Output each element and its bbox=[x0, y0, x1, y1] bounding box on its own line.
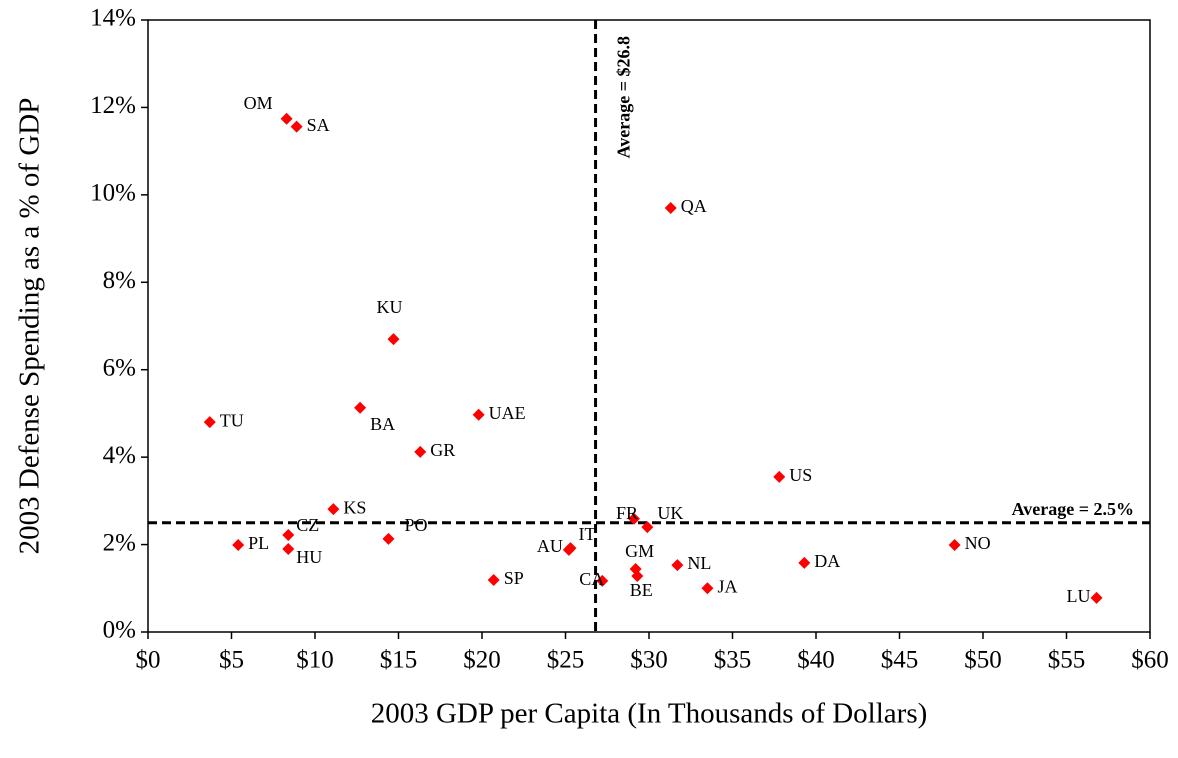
point bbox=[414, 445, 427, 458]
x-tick-label: $30 bbox=[630, 647, 668, 674]
point bbox=[487, 573, 500, 586]
point-label: US bbox=[789, 465, 812, 485]
y-tick-label: 6% bbox=[103, 354, 136, 381]
point-label: DA bbox=[814, 551, 840, 571]
point-label: CA bbox=[579, 569, 604, 589]
x-tick-label: $25 bbox=[547, 647, 585, 674]
point-label: QA bbox=[681, 196, 707, 216]
y-tick-label: 4% bbox=[103, 442, 136, 469]
point bbox=[564, 542, 577, 555]
point bbox=[354, 401, 367, 414]
y-axis-title: 2003 Defense Spending as a % of GDP bbox=[14, 98, 46, 555]
point bbox=[203, 416, 216, 429]
x-tick-label: $45 bbox=[881, 647, 919, 674]
point bbox=[472, 408, 485, 421]
x-tick-label: $15 bbox=[380, 647, 418, 674]
point-label: HU bbox=[296, 547, 322, 567]
point bbox=[701, 582, 714, 595]
point bbox=[290, 120, 303, 133]
point-label: KU bbox=[376, 297, 402, 317]
point bbox=[664, 201, 677, 214]
x-axis-title: 2003 GDP per Capita (In Thousands of Dol… bbox=[371, 698, 928, 730]
point bbox=[280, 112, 293, 125]
point bbox=[596, 574, 609, 587]
point-label: GM bbox=[625, 541, 654, 561]
y-tick-label: 10% bbox=[90, 180, 136, 207]
point-label: NL bbox=[687, 553, 711, 573]
point-label: BA bbox=[370, 414, 395, 434]
point-label: NO bbox=[965, 533, 991, 553]
point-label: SA bbox=[307, 115, 330, 135]
x-tick-label: $60 bbox=[1131, 647, 1169, 674]
point-label: OM bbox=[244, 93, 273, 113]
point-label: LU bbox=[1067, 586, 1091, 606]
point bbox=[327, 503, 340, 516]
point bbox=[948, 539, 961, 552]
x-tick-label: $20 bbox=[463, 647, 501, 674]
point bbox=[671, 559, 684, 572]
point-label: CZ bbox=[296, 515, 319, 535]
x-tick-label: $5 bbox=[219, 647, 244, 674]
x-tick-label: $35 bbox=[714, 647, 752, 674]
point-label: IT bbox=[579, 524, 596, 544]
point bbox=[282, 542, 295, 555]
point bbox=[627, 512, 640, 525]
average-label: Average = 2.5% bbox=[1012, 499, 1134, 519]
point bbox=[282, 528, 295, 541]
average-label: Average = $26.8 bbox=[614, 36, 634, 158]
y-tick-label: 2% bbox=[103, 529, 136, 556]
point-label: PO bbox=[404, 515, 427, 535]
point bbox=[798, 556, 811, 569]
y-tick-label: 12% bbox=[90, 92, 136, 119]
point-label: BE bbox=[630, 580, 653, 600]
point-label: PL bbox=[248, 533, 269, 553]
y-tick-label: 8% bbox=[103, 267, 136, 294]
point-label: FR bbox=[616, 503, 638, 523]
x-tick-label: $50 bbox=[964, 647, 1002, 674]
point bbox=[387, 333, 400, 346]
point-label: UK bbox=[657, 503, 683, 523]
point-label: GR bbox=[430, 440, 455, 460]
y-tick-label: 0% bbox=[103, 617, 136, 644]
x-tick-label: $55 bbox=[1048, 647, 1086, 674]
point bbox=[631, 570, 644, 583]
point-label: JA bbox=[717, 576, 737, 596]
point-label: AU bbox=[537, 536, 563, 556]
point bbox=[232, 539, 245, 552]
x-tick-label: $0 bbox=[136, 647, 161, 674]
point bbox=[382, 532, 395, 545]
point-label: KS bbox=[343, 497, 366, 517]
x-tick-label: $10 bbox=[296, 647, 334, 674]
y-tick-label: 14% bbox=[90, 5, 136, 32]
point-label: UAE bbox=[489, 403, 526, 423]
point bbox=[641, 521, 654, 534]
x-tick-label: $40 bbox=[797, 647, 835, 674]
point bbox=[1090, 591, 1103, 604]
point-label: TU bbox=[220, 410, 244, 430]
point bbox=[773, 470, 786, 483]
point-label: SP bbox=[504, 568, 524, 588]
